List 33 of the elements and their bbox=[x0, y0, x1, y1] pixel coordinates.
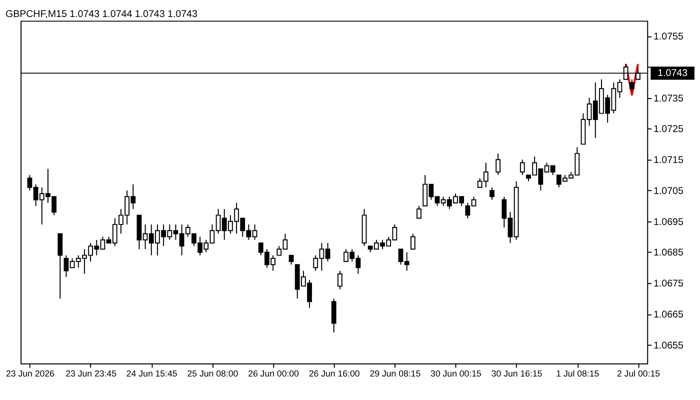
x-tick-label: 30 Jun 00:15 bbox=[430, 368, 482, 379]
x-tick-label: 25 Jun 08:00 bbox=[187, 368, 238, 379]
y-tick-label: 1.0755 bbox=[653, 32, 684, 43]
x-tick-label: 23 Jun 23:45 bbox=[66, 368, 117, 379]
y-tick-label: 1.0725 bbox=[653, 124, 684, 136]
candlestick bbox=[416, 205, 422, 219]
candlestick bbox=[58, 233, 63, 300]
y-tick-label: 1.0705 bbox=[653, 186, 684, 197]
candlestick bbox=[496, 152, 501, 176]
candlestick bbox=[410, 233, 416, 250]
x-tick-label: 26 Jun 00:00 bbox=[248, 368, 300, 379]
candlestick bbox=[331, 298, 336, 333]
y-tick-label: 1.0655 bbox=[653, 340, 684, 352]
x-tick-label: 24 Jun 15:45 bbox=[126, 368, 178, 379]
x-tick-label: 2 Jul 00:15 bbox=[616, 368, 660, 379]
y-tick-label: 1.0715 bbox=[653, 155, 684, 166]
y-tick-label: 1.0695 bbox=[653, 216, 684, 228]
x-tick-label: 30 Jun 16:15 bbox=[491, 368, 542, 379]
candlestick bbox=[337, 270, 342, 290]
candlestick bbox=[288, 254, 294, 266]
y-tick-label: 1.0735 bbox=[653, 93, 684, 104]
chart-title: GBPCHF,M15 1.0743 1.0744 1.0743 1.0743 bbox=[5, 8, 198, 20]
x-tick-label: 29 Jun 08:15 bbox=[370, 368, 421, 379]
y-tick-label: 1.0665 bbox=[653, 309, 684, 320]
candlestick bbox=[490, 186, 494, 200]
ref-line-label: 1.0743 bbox=[658, 68, 688, 80]
x-tick-label: 26 Jun 16:00 bbox=[308, 368, 360, 379]
y-tick-label: 1.0685 bbox=[653, 248, 684, 259]
candlestick bbox=[629, 78, 634, 92]
x-tick-label: 1 Jul 08:15 bbox=[556, 368, 600, 379]
candlestick bbox=[520, 159, 525, 176]
y-tick-label: 1.0675 bbox=[653, 278, 684, 290]
x-tick-label: 23 Jun 2026 bbox=[6, 368, 55, 379]
